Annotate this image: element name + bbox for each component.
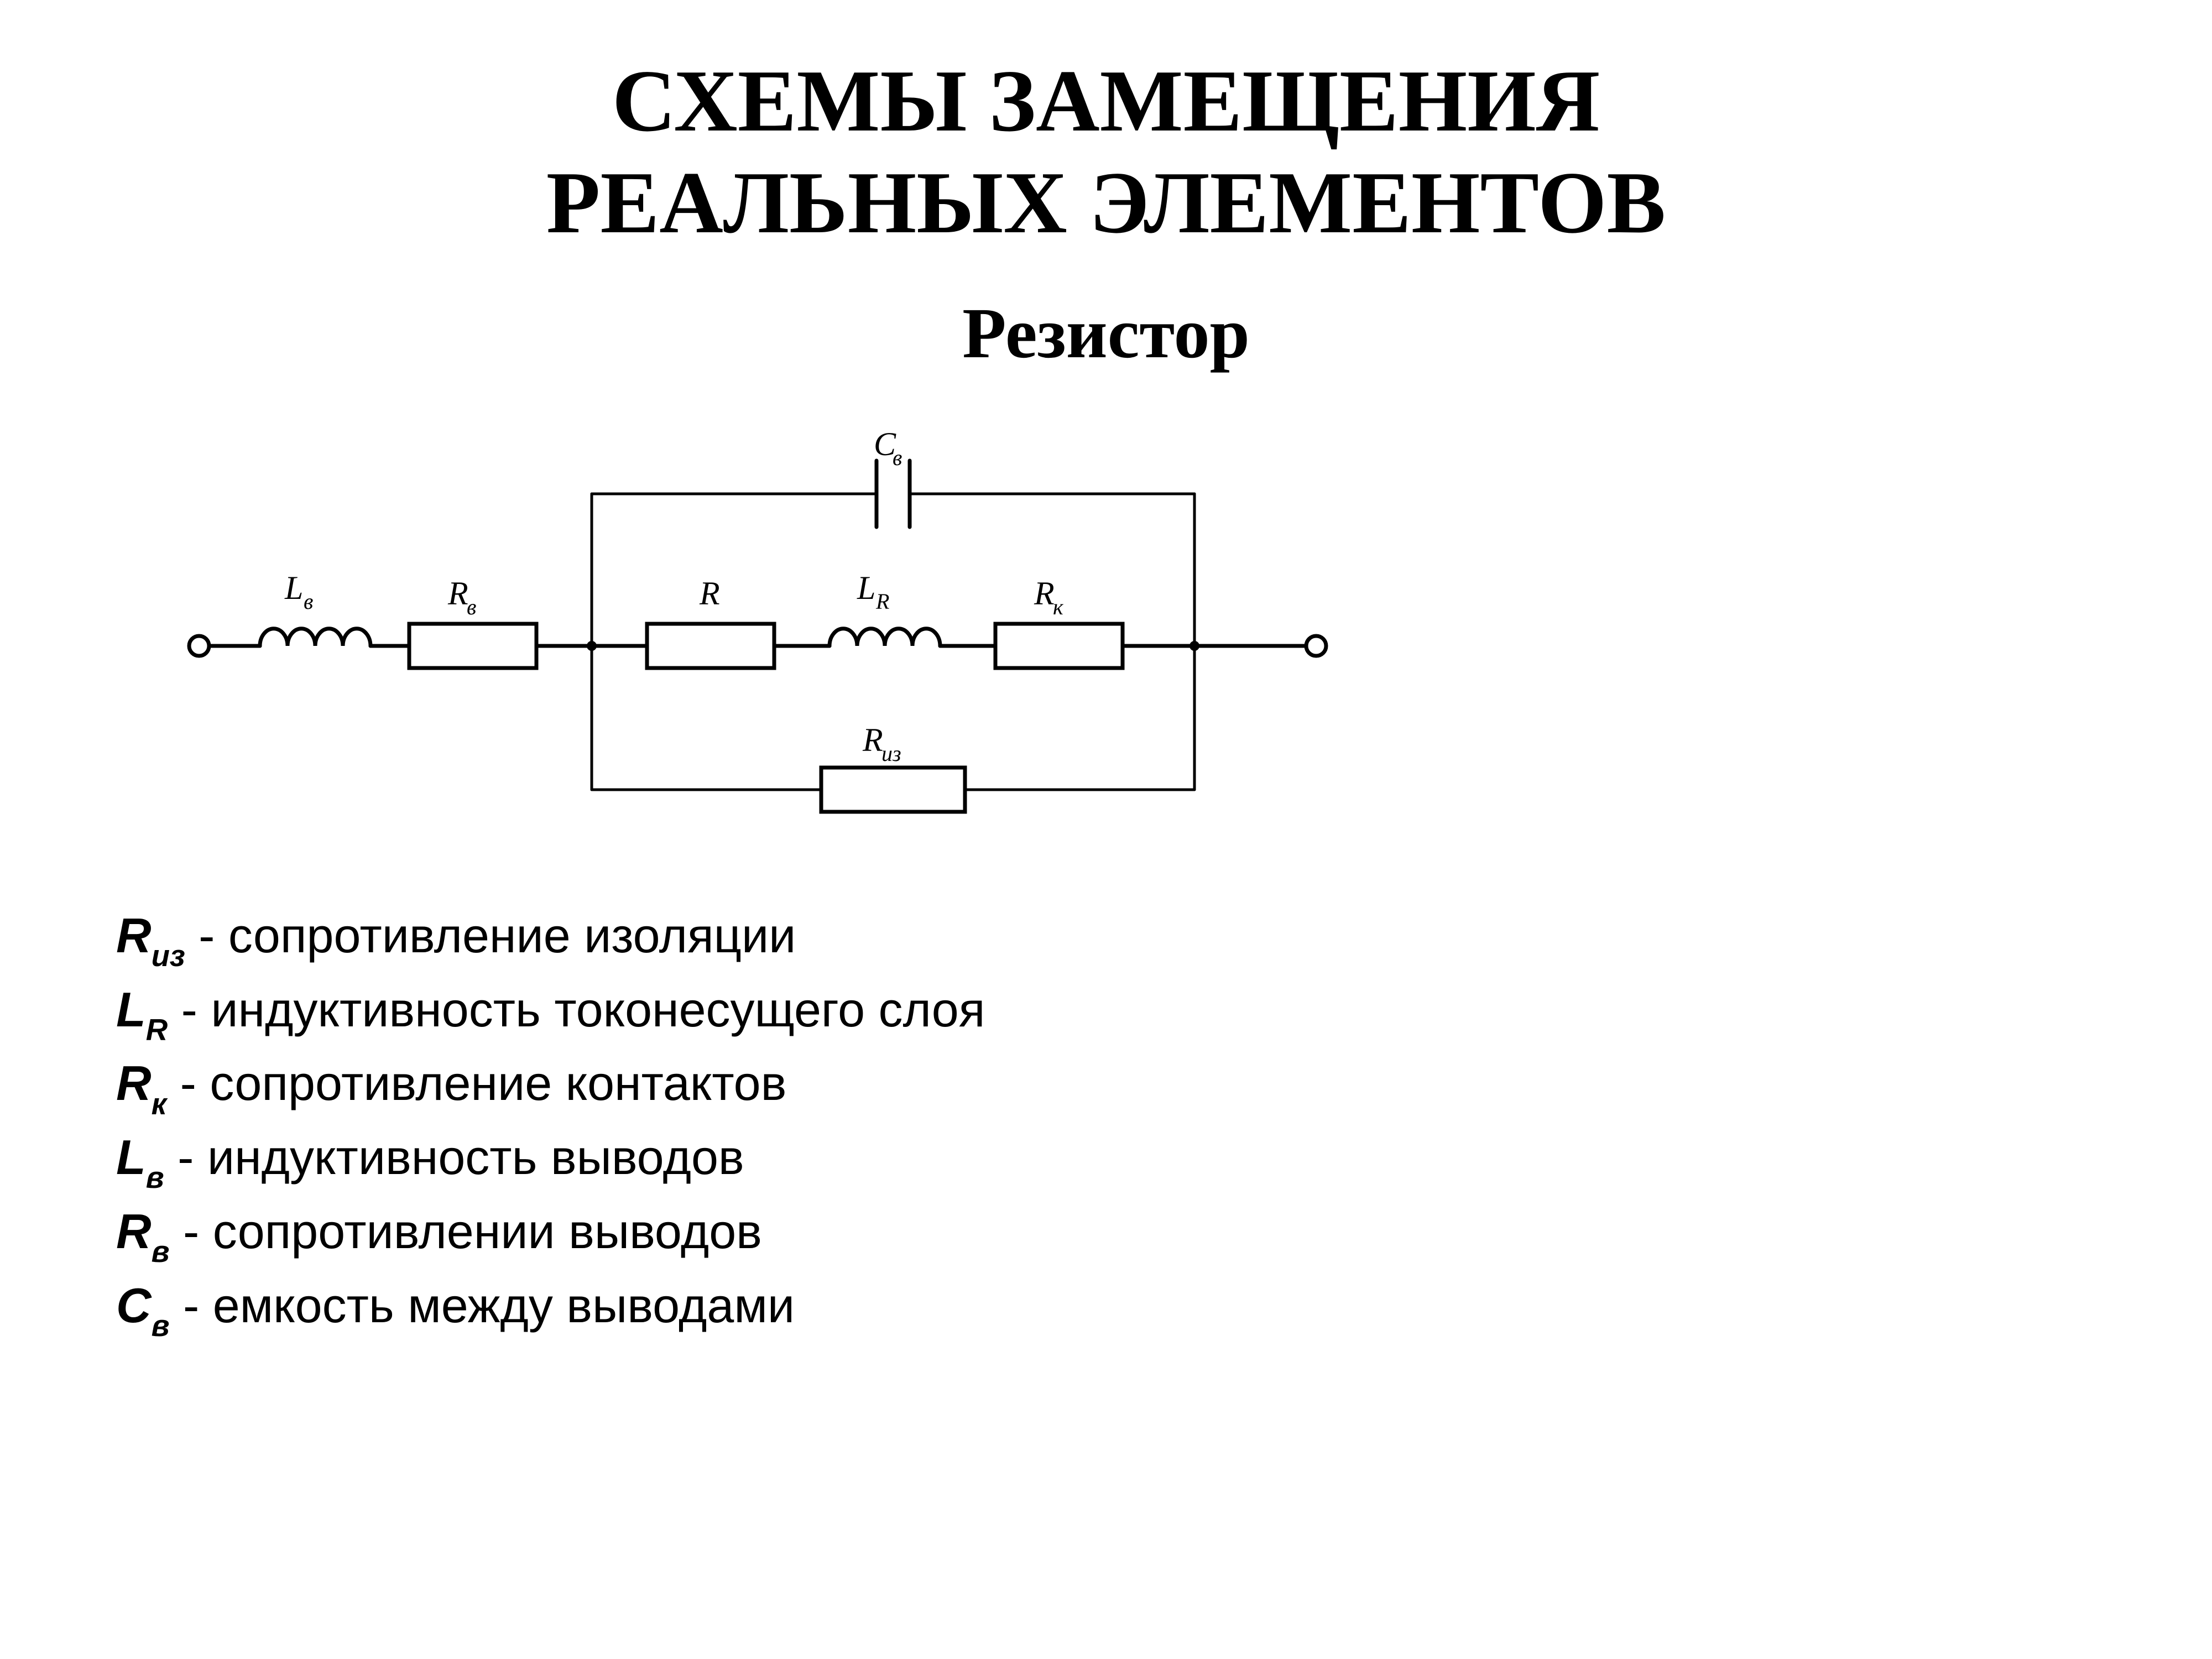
legend-symbol: R xyxy=(116,1056,152,1110)
legend-item: Rк - сопротивление контактов xyxy=(116,1048,2101,1122)
title-line-2: РЕАЛЬНЫХ ЭЛЕМЕНТОВ xyxy=(546,153,1666,252)
legend-text: - сопротивление контактов xyxy=(166,1056,786,1110)
component-label: R xyxy=(447,575,468,612)
title-line-1: СХЕМЫ ЗАМЕЩЕНИЯ xyxy=(612,51,1600,150)
component-label-sub: к xyxy=(1053,594,1063,619)
legend-text: - емкость между выводами xyxy=(170,1278,795,1333)
legend-symbol: L xyxy=(116,982,146,1037)
legend-symbol: R xyxy=(116,908,152,963)
slide-page: СХЕМЫ ЗАМЕЩЕНИЯ РЕАЛЬНЫХ ЭЛЕМЕНТОВ Резис… xyxy=(0,0,2212,1659)
component-label-sub: R xyxy=(875,589,889,614)
legend-text: - индуктивность выводов xyxy=(164,1130,744,1185)
component-label: L xyxy=(857,570,875,606)
component-label-sub: из xyxy=(881,741,901,766)
legend-text: - сопротивлении выводов xyxy=(170,1204,762,1259)
legend-item: Rв - сопротивлении выводов xyxy=(116,1196,2101,1270)
component-label: R xyxy=(862,722,883,758)
legend-symbol: R xyxy=(116,1204,152,1259)
legend-subscript: из xyxy=(152,939,185,973)
component-label-sub: в xyxy=(893,445,902,470)
legend-subscript: к xyxy=(152,1087,167,1121)
component-label: L xyxy=(284,570,303,606)
legend-symbol: L xyxy=(116,1130,146,1185)
legend-item: Rиз - сопротивление изоляции xyxy=(116,900,2101,974)
legend-text: - сопротивление изоляции xyxy=(185,908,796,963)
legend-symbol: C xyxy=(116,1278,152,1333)
legend-subscript: в xyxy=(152,1309,170,1343)
component-label: R xyxy=(699,575,720,612)
component-label-sub: в xyxy=(467,594,476,619)
legend-subscript: в xyxy=(152,1235,170,1269)
main-title: СХЕМЫ ЗАМЕЩЕНИЯ РЕАЛЬНЫХ ЭЛЕМЕНТОВ xyxy=(111,50,2101,253)
component-label-sub: в xyxy=(304,589,313,614)
legend-subscript: R xyxy=(146,1013,168,1047)
legend-item: Lв - индуктивность выводов xyxy=(116,1122,2101,1196)
circuit-diagram: LвRвRLRRкCвRиз xyxy=(133,380,2101,878)
subtitle: Резистор xyxy=(111,292,2101,375)
component-label: R xyxy=(1034,575,1055,612)
legend-item: Cв - емкость между выводами xyxy=(116,1270,2101,1344)
legend-subscript: в xyxy=(146,1161,164,1194)
circuit-svg: LвRвRLRRкCвRиз xyxy=(133,380,1460,878)
legend-text: - индуктивность токонесущего слоя xyxy=(168,982,985,1037)
legend-item: LR - индуктивность токонесущего слоя xyxy=(116,974,2101,1048)
legend-list: Rиз - сопротивление изоляцииLR - индукти… xyxy=(116,900,2101,1344)
